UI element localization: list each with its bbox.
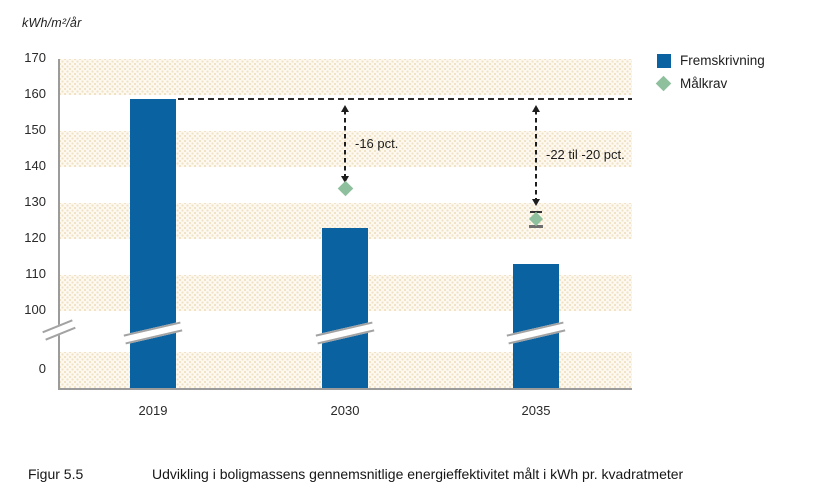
plot-area: -16 pct. -22 til -20 pct. [42,59,632,390]
y-tick-140: 140 [24,158,46,173]
target-range-marker-2035 [528,211,544,228]
x-axis-line [58,388,632,390]
y-tick-130: 130 [24,194,46,209]
x-tick-2035: 2035 [521,403,551,418]
y-tick-100: 100 [24,302,46,317]
bar-2030 [322,228,368,388]
legend: Fremskrivning Målkrav [655,53,765,92]
legend-label-maalkrav: Målkrav [680,76,728,91]
y-tick-150: 150 [24,122,46,137]
reference-dashed-line [178,97,632,100]
annotation-arrow-2035 [531,104,541,207]
legend-label-fremskrivning: Fremskrivning [680,53,765,68]
x-tick-2019: 2019 [138,403,168,418]
legend-square-icon [656,53,671,68]
legend-item-maalkrav: Målkrav [655,75,765,92]
annotation-arrow-2030 [340,104,350,183]
range-bottom-cap [529,224,543,228]
y-axis-line [58,59,60,390]
arrow-dashed-line [344,109,346,178]
figure-label: Figur 5.5 [28,466,84,482]
legend-diamond-icon [655,75,672,92]
y-tick-0: 0 [38,361,46,376]
arrow-dashed-line [535,109,537,201]
y-tick-110: 110 [25,266,46,281]
y-tick-170: 170 [24,50,46,65]
figure-caption: Udvikling i boligmassens gennemsnitlige … [152,466,684,482]
y-tick-120: 120 [24,230,46,245]
x-tick-2030: 2030 [330,403,360,418]
target-diamond-2030 [337,180,353,197]
annotation-text-2035: -22 til -20 pct. [546,147,625,163]
legend-item-fremskrivning: Fremskrivning [656,53,765,68]
y-tick-160: 160 [24,86,46,101]
bar-2019 [130,98,176,388]
annotation-text-2030: -16 pct. [355,135,399,151]
plot-band [60,59,632,95]
y-axis-unit-label: kWh/m²/år [22,16,82,30]
